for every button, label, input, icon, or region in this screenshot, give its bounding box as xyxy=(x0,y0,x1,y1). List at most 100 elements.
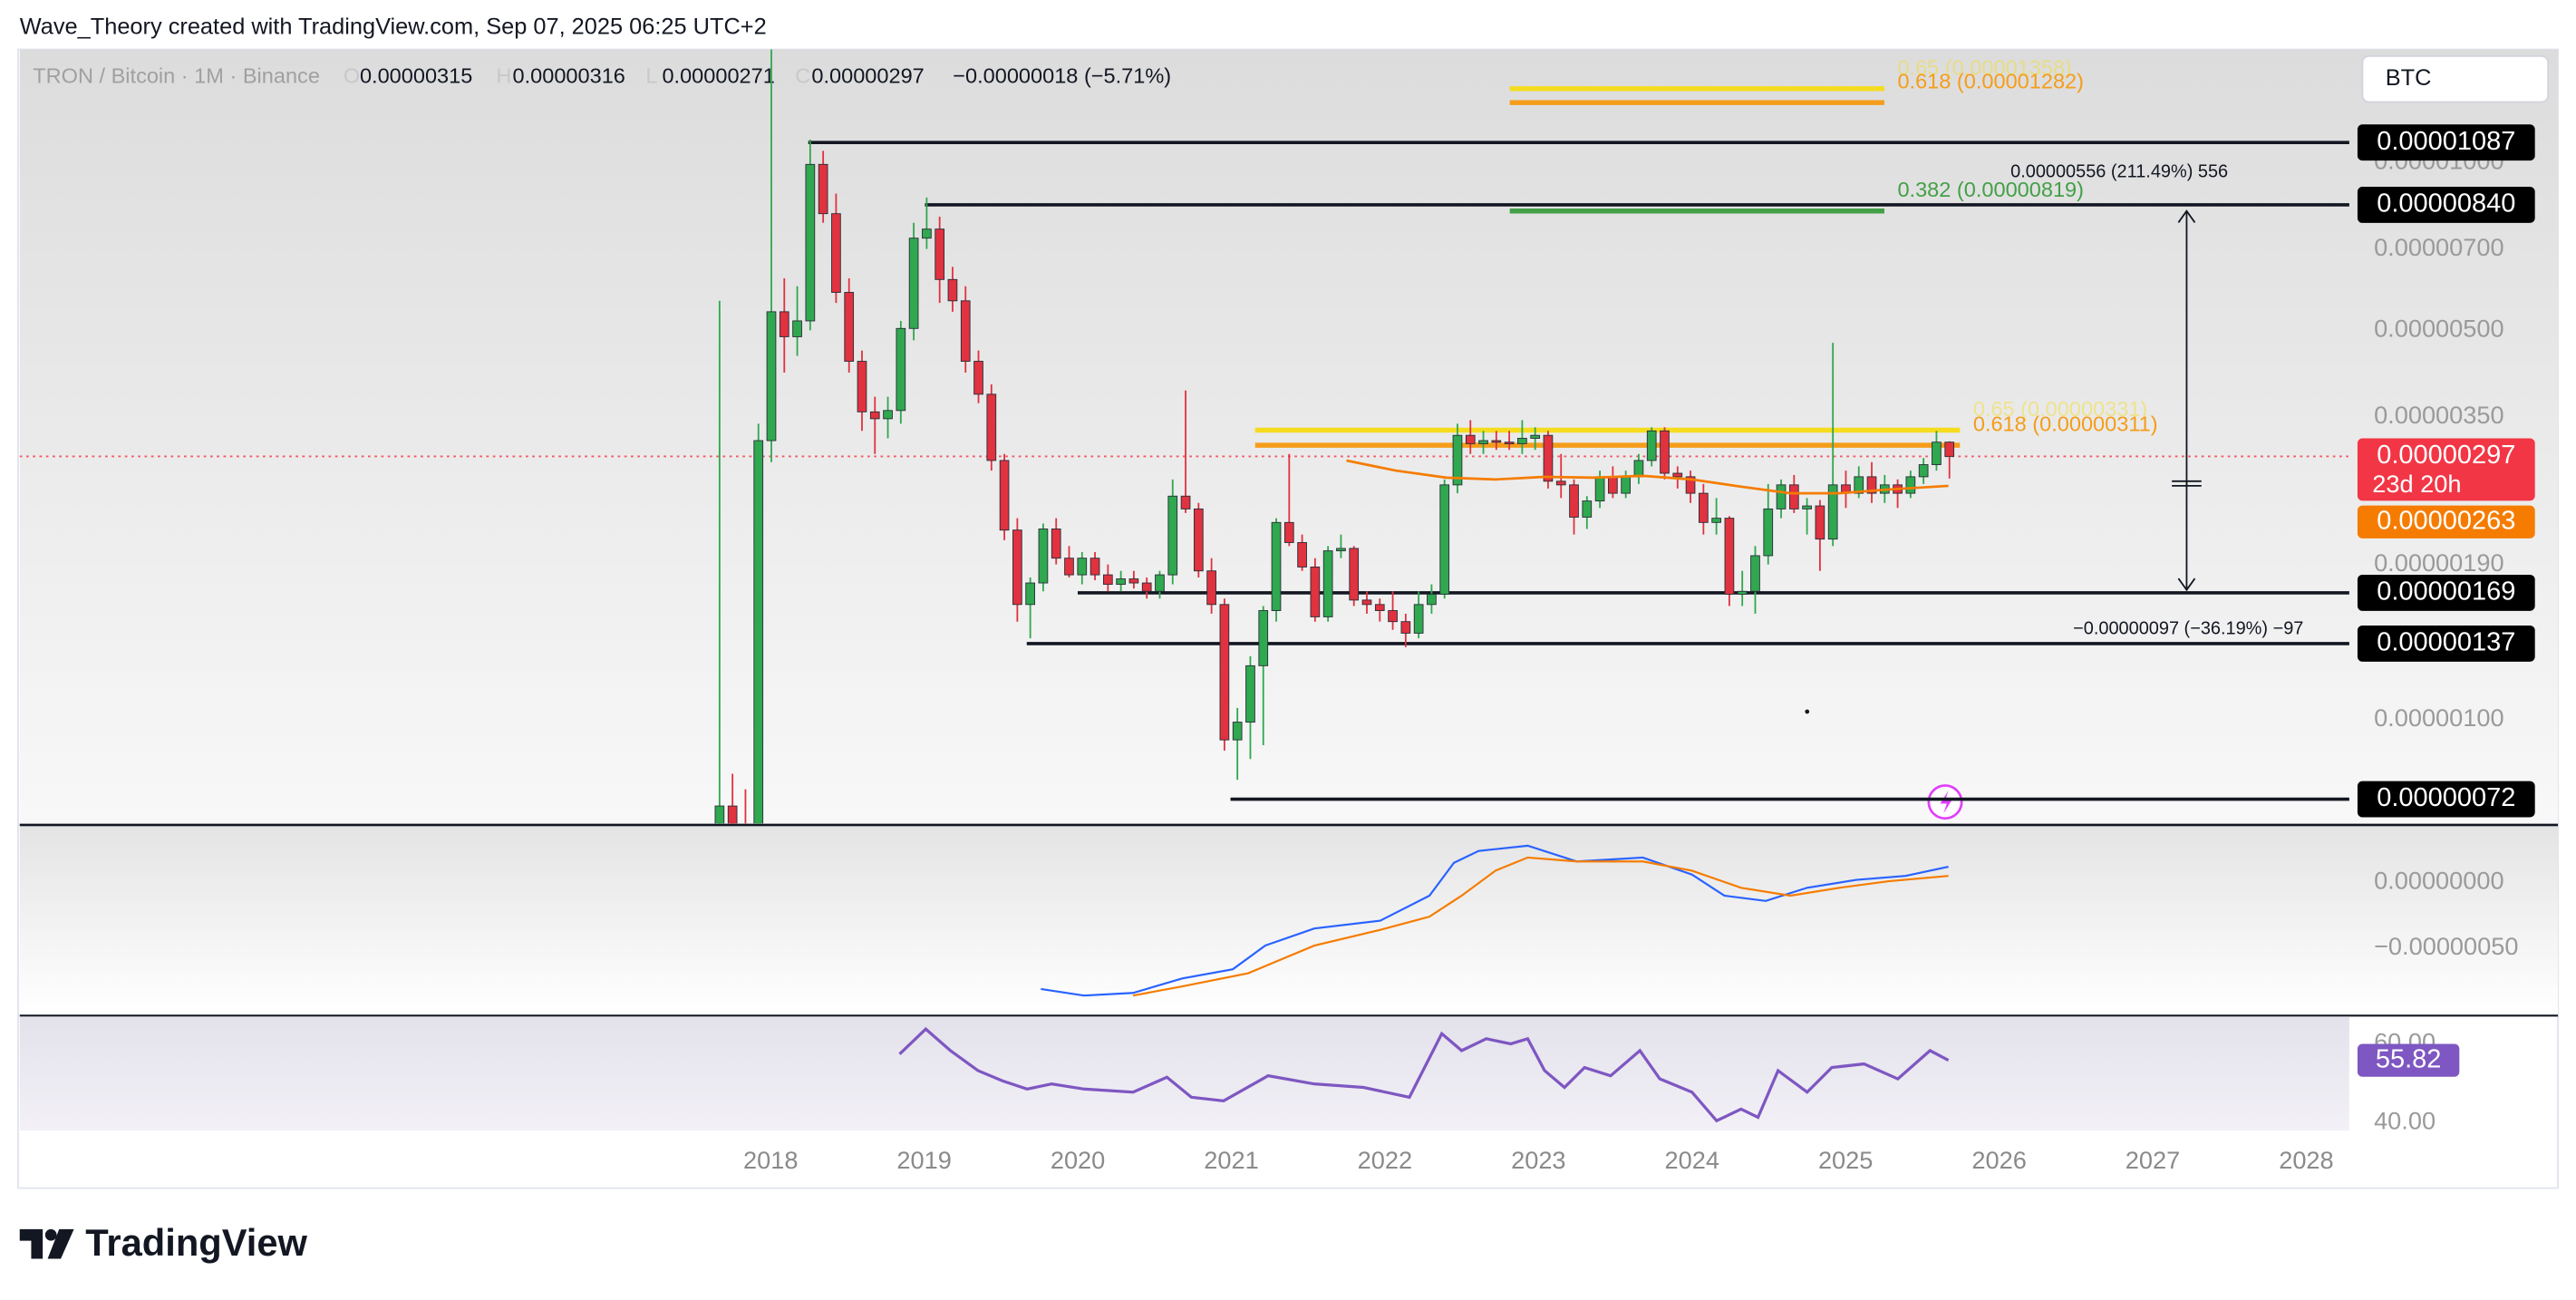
candle-body xyxy=(973,361,983,395)
candle-body xyxy=(1361,599,1372,606)
candle-body xyxy=(1633,460,1644,478)
candle-body xyxy=(1388,610,1398,623)
candle-body xyxy=(1621,476,1631,494)
fib-label: 0.618 (0.00000311) xyxy=(1973,412,2158,436)
logo-icon xyxy=(47,1228,74,1259)
ohlc-value: 0.00000271 xyxy=(662,64,774,88)
y-tick-label: 0.00000190 xyxy=(2374,548,2504,577)
candle-body xyxy=(1478,440,1488,444)
level-tag xyxy=(2357,124,2535,161)
ohlc-key: O xyxy=(344,64,360,88)
x-tick-label: 2019 xyxy=(896,1146,951,1174)
level-tag xyxy=(2357,625,2535,662)
candle-body xyxy=(1427,594,1437,606)
logo: TradingView xyxy=(19,1221,308,1264)
candle-body xyxy=(896,327,906,412)
ohlc-value: 0.00000316 xyxy=(513,64,625,88)
candle-body xyxy=(1854,476,1864,494)
candle-body xyxy=(1815,505,1825,540)
candle-body xyxy=(1788,484,1799,509)
candle-body xyxy=(1465,434,1476,444)
candle-body xyxy=(869,411,880,420)
candle-body xyxy=(1802,505,1812,509)
candle-body xyxy=(1698,492,1709,523)
candle-body xyxy=(766,311,777,441)
ema-label: 0.00000263 xyxy=(2377,506,2515,535)
candle-body xyxy=(1349,548,1360,601)
measure-arrow xyxy=(2177,577,2196,592)
candle-body xyxy=(792,320,802,337)
candle-body xyxy=(1245,665,1255,723)
x-tick-label: 2028 xyxy=(2279,1146,2333,1174)
candle-body xyxy=(1750,555,1760,592)
candle-body xyxy=(1543,434,1554,482)
level-label: 0.00001087 xyxy=(2377,127,2515,156)
macd-line xyxy=(1132,856,1949,997)
level-tag xyxy=(2357,187,2535,223)
rsi-tag xyxy=(2357,1043,2460,1077)
candle-body xyxy=(922,228,932,239)
level-tag xyxy=(2357,574,2535,611)
event-icon[interactable] xyxy=(1940,790,1952,814)
candle-body xyxy=(1827,484,1838,540)
candle-body xyxy=(1763,508,1774,557)
currency[interactable]: BTC xyxy=(2386,65,2432,91)
candle-body xyxy=(1944,441,1955,457)
rsi-line xyxy=(898,1026,1950,1123)
candle-body xyxy=(805,163,816,322)
level-label: 0.00000169 xyxy=(2377,577,2515,606)
ohlc-key: C xyxy=(795,64,810,88)
candle-body xyxy=(1866,476,1877,494)
candle-body xyxy=(935,228,945,280)
candle-body xyxy=(1038,529,1049,584)
candle-body xyxy=(1258,610,1269,666)
candle-body xyxy=(1374,604,1385,611)
currency-button[interactable] xyxy=(2361,54,2550,103)
candle-body xyxy=(1594,476,1605,502)
candle-body xyxy=(1491,440,1502,443)
candle-body xyxy=(1064,558,1074,576)
measure-label: 0.00000556 (211.49%) 556 xyxy=(2010,162,2228,182)
candle-body xyxy=(818,163,828,215)
candle-body xyxy=(1530,434,1541,439)
symbol: TRON / Bitcoin · 1M · Binance xyxy=(33,64,320,88)
ema-tag xyxy=(2357,505,2535,538)
candle-body xyxy=(947,278,958,302)
candle-body xyxy=(1012,529,1022,606)
candle-body xyxy=(1608,476,1618,494)
y-tick-label: 0.00000100 xyxy=(2374,703,2504,732)
candle-body xyxy=(1025,582,1036,606)
ema-line xyxy=(1346,459,1949,495)
candle-body xyxy=(1103,574,1113,586)
price-pane xyxy=(19,49,2559,824)
y-tick-label: 0.00000350 xyxy=(2374,401,2504,429)
candle-body xyxy=(1918,464,1929,478)
attribution: Wave_Theory created with TradingView.com… xyxy=(20,15,767,40)
candle-body xyxy=(1569,484,1579,518)
logo-text: TradingView xyxy=(85,1221,307,1264)
candle-body xyxy=(1776,484,1787,509)
candle-body xyxy=(1737,590,1748,595)
candle-body xyxy=(753,440,764,824)
candle-body xyxy=(1232,722,1243,741)
ohlc-key: H xyxy=(496,64,511,88)
last-price-tag xyxy=(2357,438,2535,501)
candle-body xyxy=(986,393,997,461)
candle-body xyxy=(1685,476,1696,494)
x-tick-label: 2026 xyxy=(1971,1146,2026,1174)
level-label: 0.00000072 xyxy=(2377,783,2515,812)
y-tick-label: 40.00 xyxy=(2374,1106,2436,1134)
candle-body xyxy=(1452,434,1463,486)
candle-body xyxy=(1413,604,1424,634)
candle-body xyxy=(1646,430,1657,461)
y-tick-label: 0.00000000 xyxy=(2374,867,2504,895)
candle-body xyxy=(1439,484,1450,595)
candle-body xyxy=(1711,518,1721,523)
fib-label: 0.65 (0.00001358) xyxy=(1897,55,2071,79)
candle-body xyxy=(1167,495,1178,576)
candle-body xyxy=(1297,542,1307,568)
measure-label: −0.00000097 (−36.19%) −97 xyxy=(2073,619,2303,639)
x-tick-label: 2023 xyxy=(1511,1146,1565,1174)
candle-body xyxy=(960,300,971,362)
candle-body xyxy=(1271,521,1282,611)
